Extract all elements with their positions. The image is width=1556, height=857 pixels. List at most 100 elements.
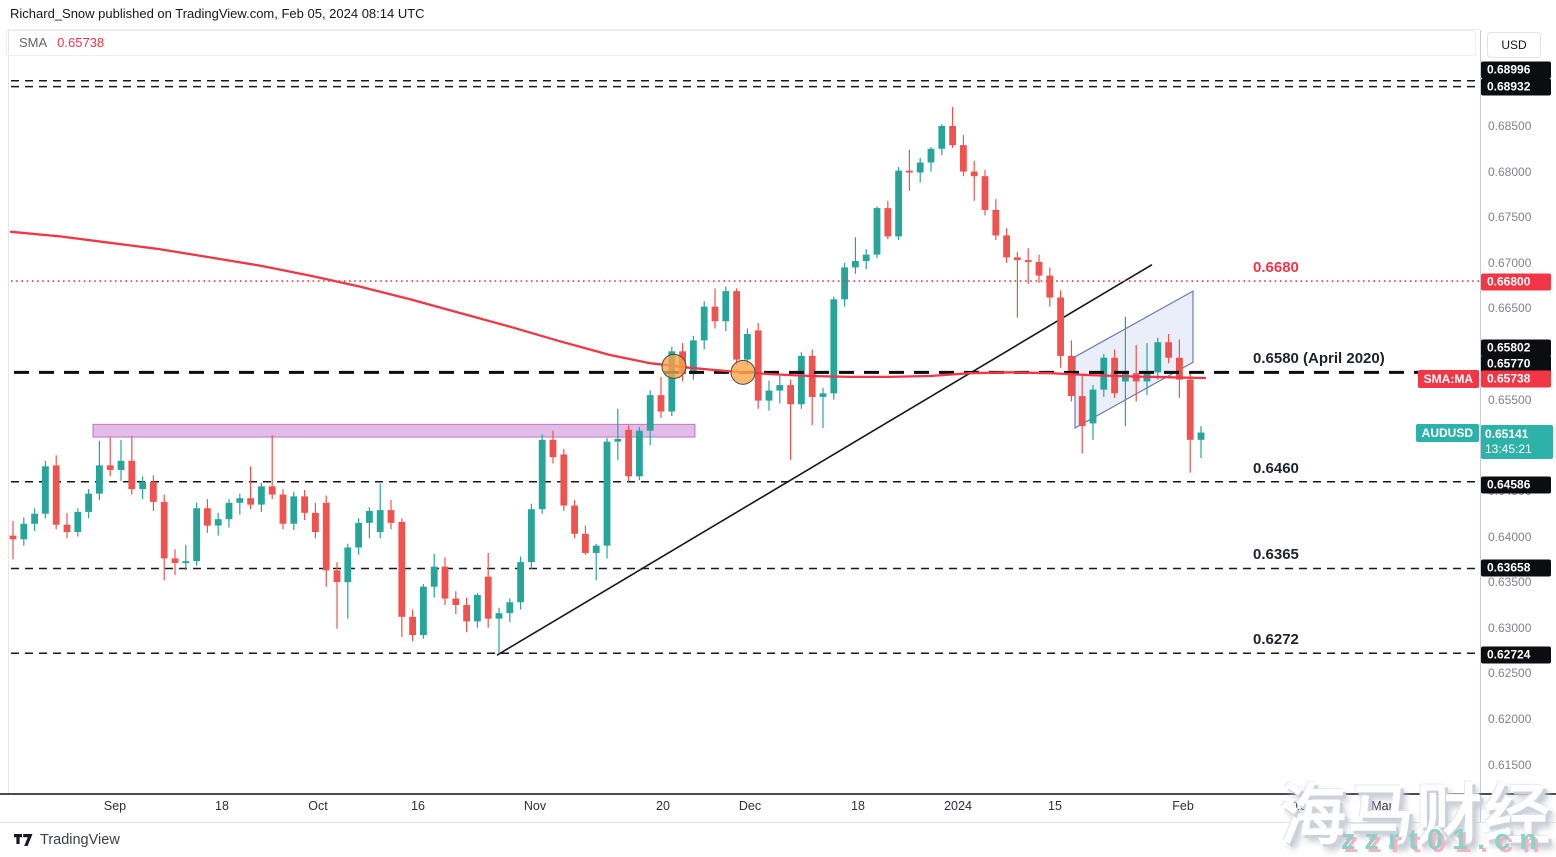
candle <box>614 408 622 460</box>
candle <box>841 262 848 307</box>
candle <box>236 493 244 515</box>
candle <box>355 518 362 555</box>
level-label: 0.6460 <box>1253 459 1299 477</box>
candle <box>819 387 827 428</box>
candle <box>387 500 395 530</box>
candle <box>63 512 71 539</box>
candle <box>1078 374 1086 454</box>
candle <box>409 609 416 642</box>
candle <box>85 489 92 519</box>
price-badge: 0.65802 <box>1481 339 1551 357</box>
candle <box>754 323 762 409</box>
candle <box>225 499 233 528</box>
price-badge: 0.65738 <box>1481 370 1551 388</box>
candle <box>722 286 730 332</box>
time-tick: 2024 <box>944 799 972 813</box>
candle <box>1165 334 1172 364</box>
candle <box>776 375 784 404</box>
indicator-legend[interactable]: SMA 0.65738 <box>19 35 104 50</box>
level-label: 0.6365 <box>1253 546 1299 564</box>
ascending-trendline[interactable] <box>496 263 1153 656</box>
candle <box>582 525 589 555</box>
sma-line[interactable] <box>9 230 1207 380</box>
tradingview-footer[interactable]: TradingView <box>14 832 120 848</box>
candle <box>279 489 287 530</box>
candle <box>1057 290 1064 368</box>
indicator-value: 0.65738 <box>57 35 105 50</box>
time-tick: 15 <box>1048 799 1062 813</box>
candle <box>884 200 892 240</box>
supply-zone[interactable] <box>92 423 696 438</box>
candle <box>906 149 913 191</box>
candle <box>538 434 546 514</box>
candle <box>31 508 38 532</box>
candle <box>1003 228 1010 263</box>
time-tick: 16 <box>411 799 425 813</box>
candle <box>852 237 859 274</box>
price-chart-canvas[interactable] <box>0 0 1480 793</box>
last-price-badge: 0.65141 13:45:21 <box>1481 425 1553 459</box>
candle <box>495 607 503 654</box>
highlight-circle[interactable] <box>730 359 756 385</box>
indicator-name-label: SMA <box>19 35 48 50</box>
price-tick: 0.67000 <box>1488 255 1532 270</box>
candle <box>1176 339 1183 398</box>
candle <box>949 106 956 148</box>
candle <box>430 553 438 598</box>
candle <box>603 438 611 559</box>
flag-channel[interactable] <box>1074 290 1194 429</box>
time-tick: Feb <box>1172 799 1194 813</box>
candle <box>1186 371 1194 473</box>
time-tick: 19 <box>1293 799 1307 813</box>
price-axis-border <box>1480 30 1481 822</box>
candle <box>247 466 254 510</box>
time-tick: Nov <box>523 799 547 813</box>
candle <box>560 448 568 511</box>
time-tick: Sep <box>103 799 127 813</box>
candle <box>927 146 935 172</box>
candle <box>9 521 17 560</box>
candle <box>830 296 838 400</box>
candle <box>74 508 82 537</box>
price-tick: 0.62000 <box>1488 711 1532 726</box>
candle <box>517 556 524 610</box>
candle <box>1014 251 1021 318</box>
candle <box>960 135 967 177</box>
sma-side-badge: SMA:MA <box>1417 370 1479 388</box>
candle <box>549 430 557 464</box>
candle <box>571 500 578 539</box>
time-axis-top-border <box>0 793 1556 795</box>
highlight-circle[interactable] <box>661 353 687 379</box>
candle <box>474 593 481 628</box>
candle <box>798 352 805 409</box>
price-badge: 0.64586 <box>1481 476 1551 494</box>
candle <box>376 483 384 539</box>
time-tick: 20 <box>656 799 670 813</box>
tradingview-logo-text: TradingView <box>40 832 120 848</box>
candle <box>117 439 125 481</box>
candle <box>646 390 654 446</box>
price-tick: 0.65500 <box>1488 392 1532 407</box>
symbol-side-badge: AUDUSD <box>1415 424 1479 442</box>
candle <box>657 376 665 418</box>
candle <box>895 167 902 241</box>
candle <box>528 503 535 570</box>
price-tick: 0.62500 <box>1488 666 1532 681</box>
candle <box>506 598 514 623</box>
candle <box>20 517 28 546</box>
candle <box>42 460 49 519</box>
candle <box>916 157 924 183</box>
price-tick: 0.67500 <box>1488 210 1532 225</box>
price-badge: 0.65770 <box>1481 355 1551 373</box>
candle <box>938 124 946 156</box>
watermark-brand: 海马财经 <box>1280 778 1552 852</box>
publish-byline: Richard_Snow published on TradingView.co… <box>10 6 425 21</box>
level-label: 0.6272 <box>1253 631 1299 649</box>
candle <box>452 591 460 615</box>
currency-button[interactable]: USD <box>1487 32 1541 58</box>
candle <box>52 455 60 530</box>
candle <box>182 544 190 571</box>
candle <box>711 288 719 329</box>
candle <box>733 288 740 366</box>
